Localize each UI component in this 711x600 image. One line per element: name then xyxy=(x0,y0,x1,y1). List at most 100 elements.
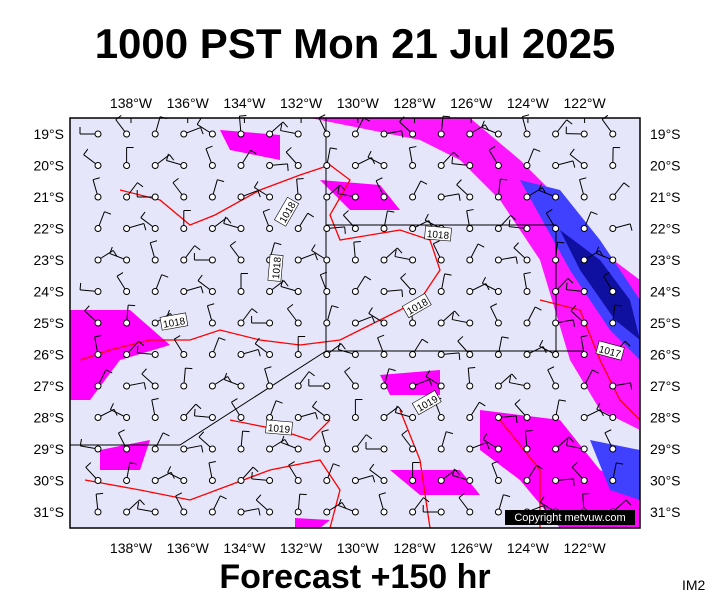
barb-station xyxy=(237,319,245,327)
barb-station xyxy=(580,445,588,453)
barb-flag xyxy=(275,400,283,404)
barb-station xyxy=(123,508,131,516)
lat-label-left: 21°S xyxy=(33,189,64,205)
barb-flag xyxy=(337,342,341,350)
barb-flag xyxy=(151,398,159,401)
barb-station xyxy=(609,225,617,232)
barb-flag xyxy=(444,273,452,276)
barb-flag xyxy=(421,338,429,344)
barb-station xyxy=(351,256,359,264)
barb-flag xyxy=(371,157,376,165)
barb-station xyxy=(323,382,331,390)
barb-station xyxy=(94,225,102,232)
barb-station xyxy=(466,130,474,138)
barb-flag xyxy=(143,382,147,390)
barb-flag xyxy=(573,478,575,486)
barb-flag xyxy=(253,181,259,188)
barb-flag xyxy=(401,430,408,436)
barb-flag xyxy=(592,369,599,374)
barb-flag xyxy=(343,210,349,216)
barb-station xyxy=(380,351,388,358)
barb-flag xyxy=(116,272,124,277)
barb-flag xyxy=(565,282,568,290)
barb-station xyxy=(494,477,502,484)
contour-label-box xyxy=(595,340,625,361)
barb-station xyxy=(237,288,245,295)
barb-flag xyxy=(401,130,404,138)
lat-label-right: 27°S xyxy=(650,378,681,394)
barb-flag xyxy=(85,462,92,468)
barb-flag xyxy=(510,214,517,221)
barb-station xyxy=(466,351,474,358)
barb-flag xyxy=(341,502,347,509)
barb-station xyxy=(523,256,531,264)
barb-flag xyxy=(397,406,403,413)
barb-flag xyxy=(580,335,589,338)
barb-station xyxy=(94,351,102,358)
barb-flag xyxy=(400,273,407,279)
barb-flag xyxy=(614,304,622,307)
barb-flag xyxy=(596,402,601,410)
barb-station xyxy=(266,508,274,516)
barb-flag xyxy=(599,409,604,417)
barb-flag xyxy=(129,462,137,465)
barb-station xyxy=(523,351,531,358)
lon-label-top: 126°W xyxy=(450,95,493,111)
barb-station xyxy=(409,351,417,358)
barb-station xyxy=(151,130,159,138)
barb-station xyxy=(609,382,617,390)
lat-label-right: 30°S xyxy=(650,473,681,489)
barb-flag xyxy=(523,272,531,275)
barb-station xyxy=(552,193,560,201)
barb-flag xyxy=(166,309,170,317)
barb-flag xyxy=(283,280,289,287)
contour-label-text: 1018 xyxy=(426,229,450,242)
barb-flag xyxy=(311,244,316,251)
barb-station xyxy=(609,445,617,453)
barb-flag xyxy=(353,240,361,243)
barb-flag xyxy=(513,242,519,249)
barb-flag xyxy=(490,303,498,308)
barb-station xyxy=(151,256,159,264)
barb-station xyxy=(351,162,359,169)
barb-station xyxy=(351,319,359,327)
barb-station xyxy=(466,382,474,390)
barb-station xyxy=(409,445,417,453)
barb-station xyxy=(294,130,302,138)
barb-flag xyxy=(299,493,307,496)
barb-flag xyxy=(536,464,543,470)
barb-station xyxy=(94,508,102,516)
barb-flag xyxy=(424,213,429,221)
barb-flag xyxy=(508,219,511,227)
barb-station xyxy=(151,508,159,516)
barb-station xyxy=(266,445,274,453)
barb-flag xyxy=(333,463,340,467)
barb-station xyxy=(151,319,159,327)
barb-flag xyxy=(92,177,100,181)
barb-station xyxy=(294,351,302,358)
barb-flag xyxy=(166,153,169,161)
barb-station xyxy=(466,225,474,232)
barb-station xyxy=(180,288,188,295)
lon-label-bottom: 138°W xyxy=(110,540,153,556)
barb-station xyxy=(437,130,445,138)
barb-flag xyxy=(534,306,542,311)
barb-flag xyxy=(625,499,632,506)
barb-flag xyxy=(96,492,104,495)
barb-flag xyxy=(566,438,569,446)
lat-label-left: 20°S xyxy=(33,158,64,174)
barb-flag xyxy=(629,223,633,231)
barb-flag xyxy=(566,119,573,125)
barb-flag xyxy=(557,241,565,244)
barb-flag xyxy=(515,415,518,423)
barb-station xyxy=(123,256,131,264)
lat-label-right: 25°S xyxy=(650,315,681,331)
barb-flag xyxy=(169,154,175,161)
barb-flag xyxy=(172,178,179,184)
barb-station xyxy=(351,225,359,232)
barb-station xyxy=(437,445,445,453)
barb-station xyxy=(466,414,474,421)
barb-flag xyxy=(539,496,545,503)
barb-flag xyxy=(257,349,261,357)
